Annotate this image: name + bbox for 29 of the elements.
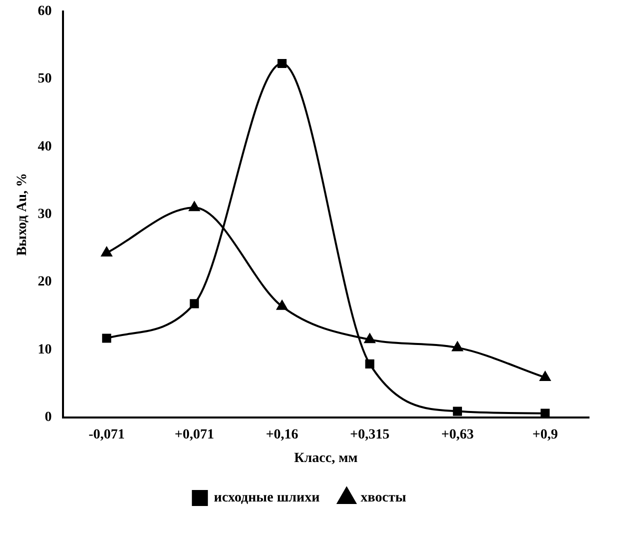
y-tick-label: 0	[44, 410, 52, 426]
x-tick-label: +0,071	[174, 427, 214, 442]
x-tick-label: +0,63	[441, 427, 474, 442]
y-tick-label: 60	[38, 4, 52, 20]
point	[189, 202, 200, 212]
legend-label: хвосты	[360, 490, 406, 506]
point	[278, 58, 287, 68]
point	[276, 300, 288, 310]
point	[452, 342, 463, 352]
point	[102, 334, 112, 343]
y-tick-label: 40	[38, 139, 52, 154]
point	[101, 246, 112, 256]
point	[190, 299, 199, 308]
y-axis-title: Выход Au, %	[15, 172, 30, 256]
y-tick-label: 50	[38, 72, 52, 87]
point	[365, 359, 374, 368]
x-axis-title: Класс, мм	[294, 451, 358, 466]
point	[540, 408, 550, 418]
x-tick-label: +0,9	[532, 427, 558, 442]
x-tick-label: +0,16	[266, 427, 298, 442]
point	[540, 371, 550, 381]
y-tick-label: 20	[38, 274, 52, 290]
y-tick-label: 10	[38, 342, 52, 358]
point	[364, 334, 376, 344]
legend-label: исходные шлихи	[214, 490, 320, 506]
point	[452, 406, 462, 416]
y-tick-label: 30	[38, 207, 52, 222]
x-tick-label: +0,315	[350, 427, 390, 442]
x-tick-label: -0,071	[88, 427, 125, 442]
